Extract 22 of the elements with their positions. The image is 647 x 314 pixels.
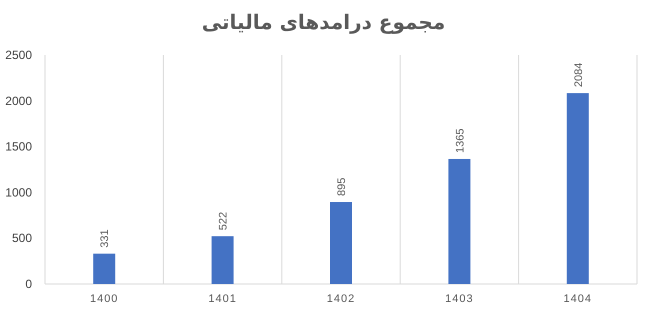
data-label: 1365 — [454, 128, 466, 153]
x-tick-label: 1402 — [326, 293, 356, 305]
x-tick-label: 1403 — [445, 293, 474, 305]
data-label: 522 — [218, 212, 230, 230]
y-tick-label: 2000 — [5, 94, 32, 108]
y-tick-label: 1000 — [5, 185, 32, 200]
x-tick-label: 1404 — [564, 293, 592, 305]
data-label: 331 — [99, 229, 112, 248]
bar — [566, 93, 589, 284]
y-tick-label: 500 — [12, 231, 32, 246]
bar — [330, 202, 352, 284]
y-tick-label: 0 — [25, 277, 32, 291]
x-tick-label: 1401 — [208, 293, 237, 305]
data-label: 895 — [336, 178, 348, 196]
chart-title: مجموع درامدهای مالیاتی — [202, 10, 446, 34]
data-label: 2084 — [572, 62, 585, 88]
x-tick-label: 1400 — [90, 293, 118, 305]
bar — [93, 254, 116, 284]
y-tick-label: 2500 — [5, 48, 32, 62]
bar — [448, 158, 470, 284]
y-tick-label: 1500 — [5, 140, 32, 154]
bar — [212, 236, 234, 284]
